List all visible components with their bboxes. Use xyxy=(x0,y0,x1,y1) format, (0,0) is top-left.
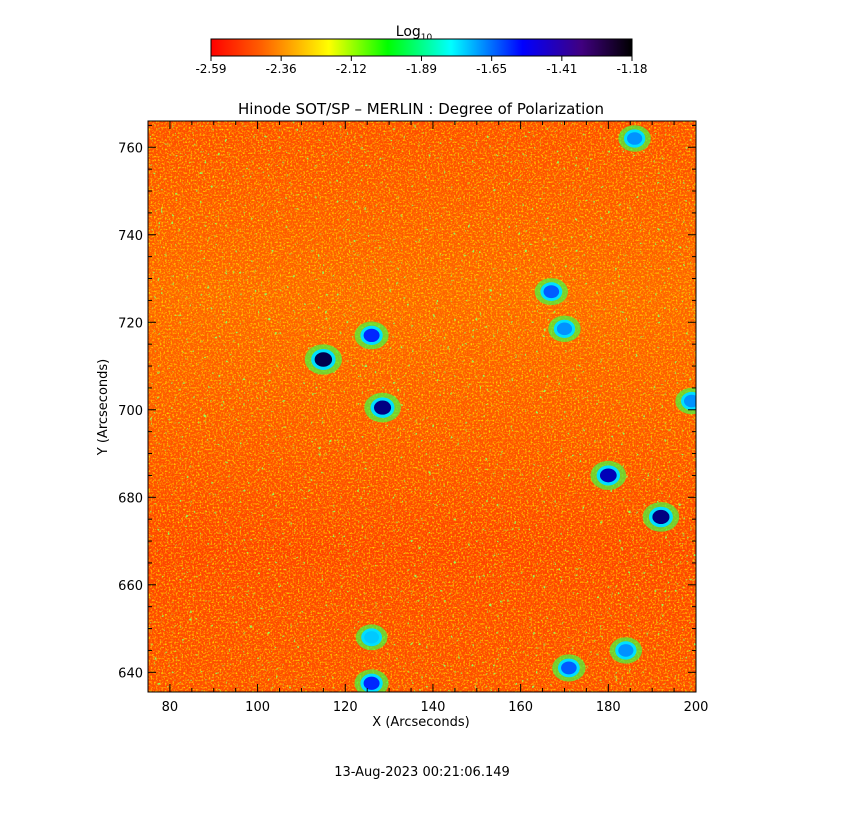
y-tick-label: 680 xyxy=(118,491,143,506)
x-axis-ticks: 80 100 120 140 160 180 200 xyxy=(147,121,709,715)
y-tick-label: 640 xyxy=(118,666,143,681)
polarization-region xyxy=(548,315,581,343)
colorbar-label-base: Log xyxy=(396,24,421,40)
plot-area: 80 100 120 140 160 180 200 640 660 680 700 720 740 7… xyxy=(118,120,709,715)
colorbar-tick-label: -2.12 xyxy=(336,62,367,76)
colorbar-tick-label: -2.59 xyxy=(195,62,226,76)
y-tick-label: 720 xyxy=(118,316,143,331)
y-axis-label: Y (Arcseconds) xyxy=(96,359,111,456)
polarization-region xyxy=(354,669,389,692)
colorbar-label: Log10 xyxy=(396,24,433,43)
polarization-region xyxy=(364,392,401,423)
x-tick-label: 120 xyxy=(333,700,358,715)
colorbar-tick-label: -1.18 xyxy=(616,62,647,76)
x-tick-label: 180 xyxy=(596,700,621,715)
polarization-region xyxy=(355,624,388,651)
colorbar-tick-label: -2.36 xyxy=(266,62,297,76)
polarization-region xyxy=(609,637,643,664)
x-tick-label: 200 xyxy=(684,700,709,715)
polarization-region xyxy=(534,278,568,306)
y-tick-label: 700 xyxy=(118,404,143,419)
x-tick-label: 160 xyxy=(508,700,533,715)
heatmap-image xyxy=(148,121,696,692)
y-axis-ticks: 640 660 680 700 720 740 760 xyxy=(118,124,696,681)
heatmap-texture-mid xyxy=(148,121,696,692)
timestamp: 13-Aug-2023 00:21:06.149 xyxy=(334,765,510,780)
colorbar-gradient xyxy=(210,38,633,57)
colorbar: Log10 -2.59 -2.36 -2.12 -1.89 -1.65 -1.41 -1.1… xyxy=(195,24,647,76)
y-tick-label: 740 xyxy=(118,229,143,244)
x-tick-label: 80 xyxy=(162,700,179,715)
y-tick-label: 760 xyxy=(118,141,143,156)
colorbar-tick-label: -1.89 xyxy=(406,62,437,76)
colorbar-tick-label: -1.41 xyxy=(546,62,577,76)
polarization-region xyxy=(618,125,651,152)
polarization-region xyxy=(590,460,627,490)
x-axis-label: X (Arcseconds) xyxy=(372,715,469,730)
polarization-region xyxy=(304,344,343,375)
colorbar-tick-label: -1.65 xyxy=(476,62,507,76)
plot-frame xyxy=(147,120,697,693)
y-tick-label: 660 xyxy=(118,579,143,594)
polarization-region xyxy=(642,502,680,532)
polarization-region xyxy=(675,387,696,415)
x-tick-label: 140 xyxy=(421,700,446,715)
x-tick-label: 100 xyxy=(245,700,270,715)
polarization-region xyxy=(552,654,586,682)
colorbar-label-sub: 10 xyxy=(421,33,433,43)
polarization-region xyxy=(354,321,389,350)
colorbar-ticks: -2.59 -2.36 -2.12 -1.89 -1.65 -1.41 -1.18 xyxy=(195,56,648,76)
chart-title: Hinode SOT/SP – MERLIN : Degree of Polar… xyxy=(238,100,604,118)
